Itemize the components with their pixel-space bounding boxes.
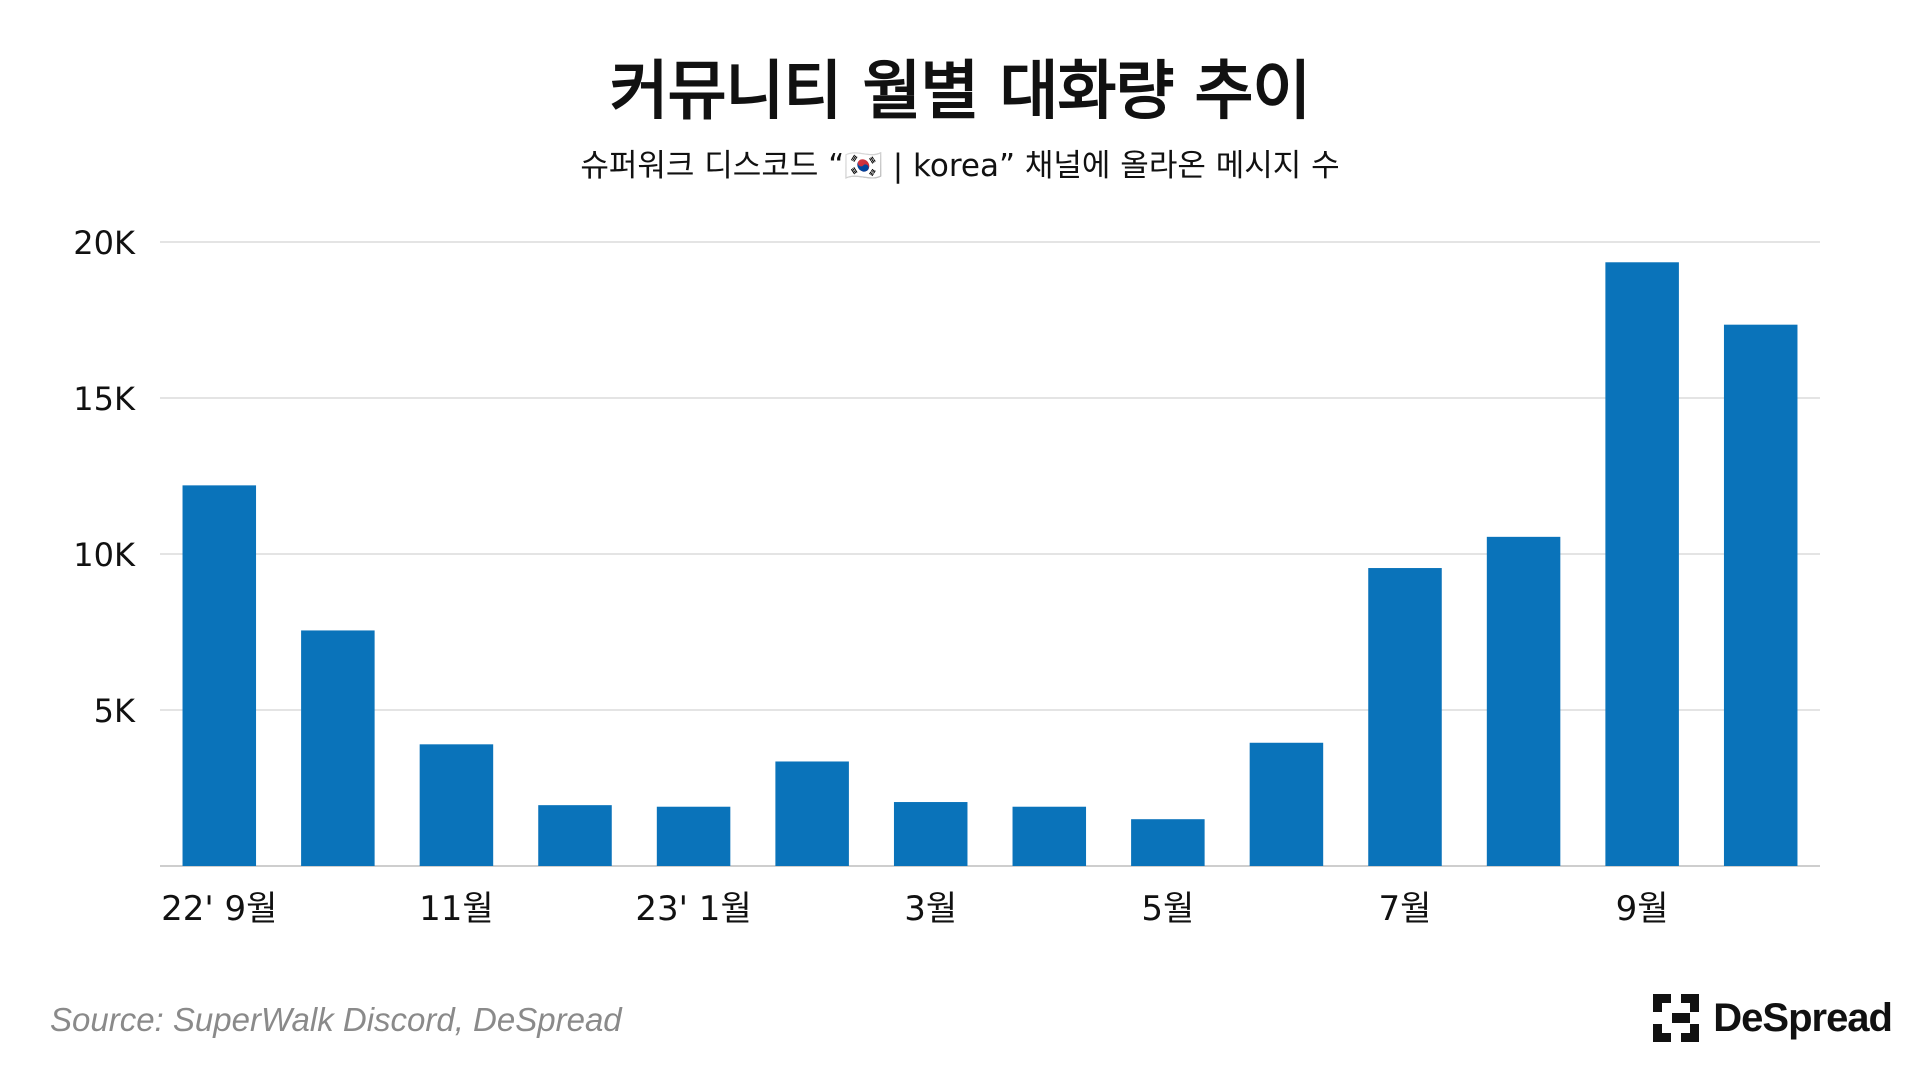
y-tick-label: 10K [73, 536, 136, 574]
bars [182, 262, 1798, 866]
x-tick-label: 9월 [1616, 889, 1669, 929]
y-tick-label: 20K [73, 224, 136, 262]
x-tick-label: 22' 9월 [161, 889, 277, 929]
chart-subtitle: 슈퍼워크 디스코드 “🇰🇷 | korea” 채널에 올라온 메시지 수 [580, 148, 1340, 184]
bar [1249, 742, 1324, 866]
bar [1605, 262, 1679, 866]
chart-title: 커뮤니티 월별 대화량 추이 [609, 55, 1312, 129]
y-tick-label: 15K [73, 380, 136, 418]
x-tick-label: 11월 [419, 889, 494, 929]
x-tick-label: 3월 [904, 889, 957, 929]
bar [893, 802, 968, 866]
bar [775, 761, 849, 866]
x-tick-label: 5월 [1141, 889, 1194, 929]
x-tick-label: 7월 [1379, 889, 1432, 929]
x-tick-label: 23' 1월 [635, 889, 751, 929]
x-axis: 22' 9월 11월 23' 1월 3월 5월 7월 9월 [161, 889, 1668, 929]
bar [1012, 806, 1087, 866]
brand-logo: DeSpread [1653, 994, 1893, 1042]
bar [656, 806, 731, 866]
bar [419, 744, 494, 866]
bar [538, 805, 612, 866]
bar [182, 485, 257, 866]
gridlines [160, 241, 1820, 711]
y-tick-label: 5K [94, 692, 136, 730]
bar [1368, 568, 1442, 866]
brand-name: DeSpread [1713, 995, 1893, 1040]
despread-logo-icon [1653, 994, 1700, 1042]
bar [1723, 324, 1798, 866]
bar [301, 630, 375, 866]
source-note: Source: SuperWalk Discord, DeSpread [50, 1001, 622, 1038]
bar [1131, 819, 1205, 866]
bar-chart: 5K 10K 15K 20K 22' 9월 11월 23' 1월 3월 5월 7월 9월 [73, 224, 1820, 929]
bar [1486, 536, 1561, 866]
